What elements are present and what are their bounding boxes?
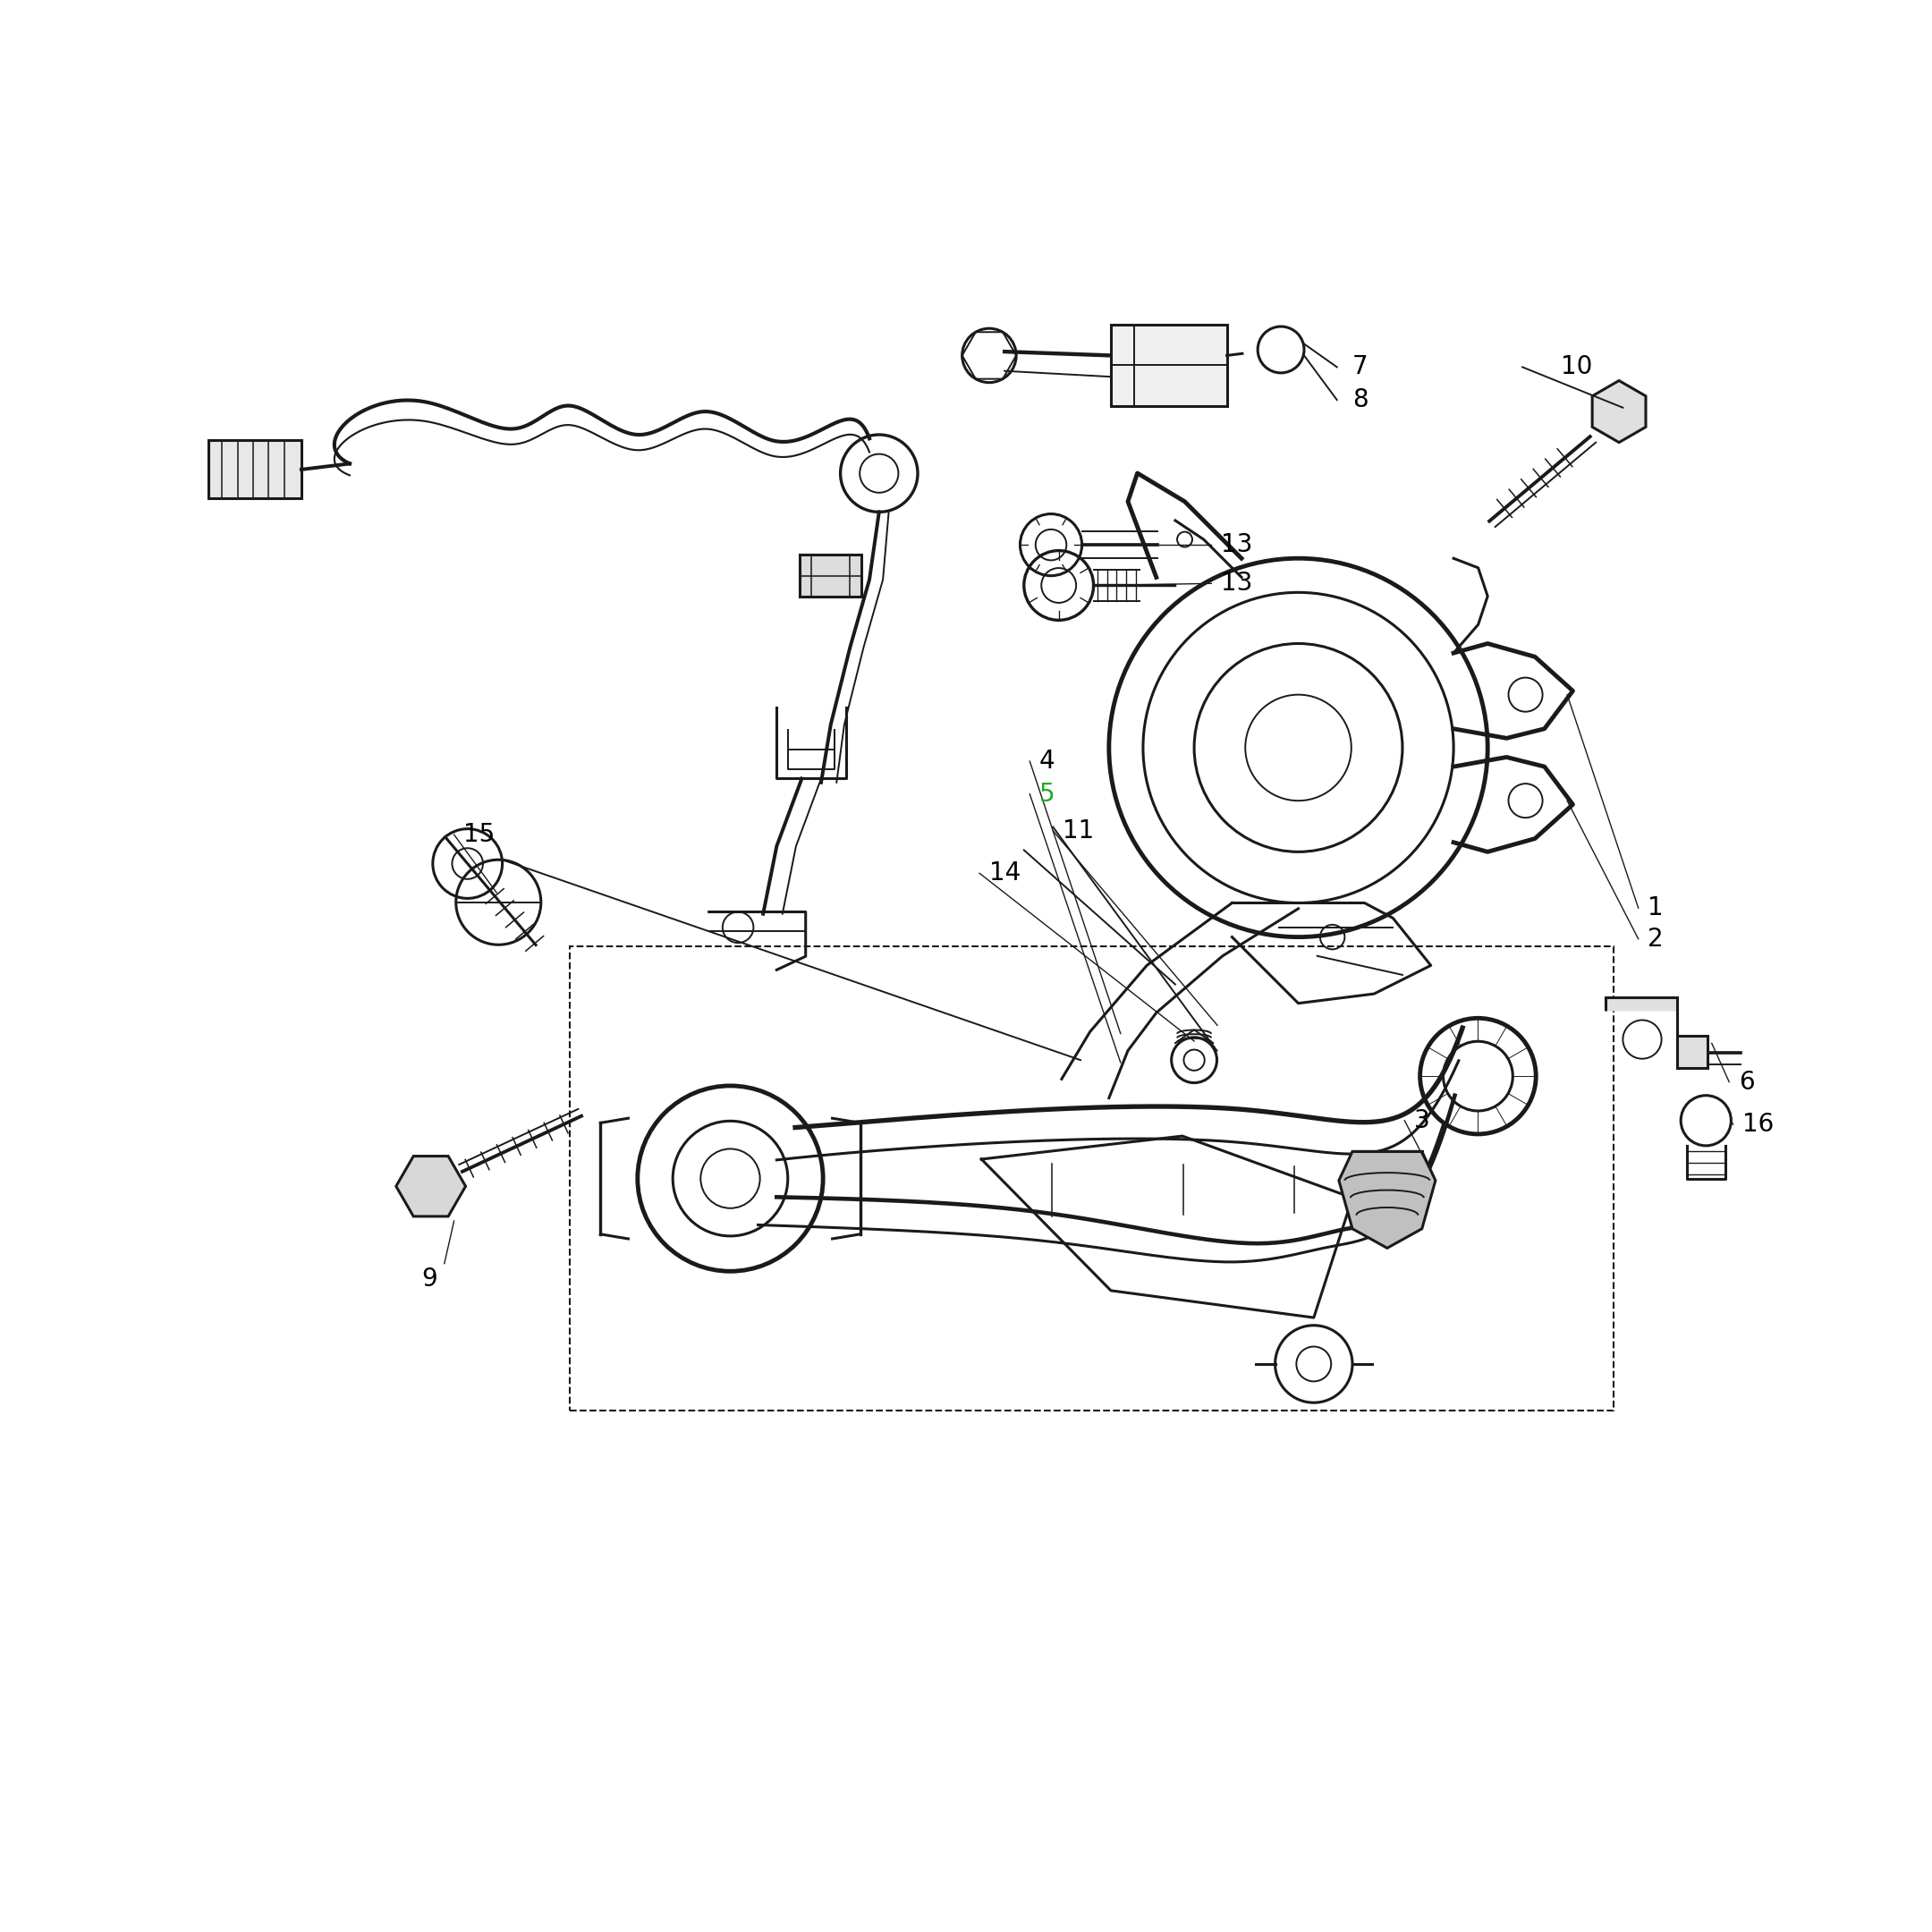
Bar bbox=[1111, 325, 1227, 406]
Polygon shape bbox=[1605, 997, 1708, 1068]
Polygon shape bbox=[1339, 1151, 1435, 1248]
Bar bbox=[570, 947, 1613, 1410]
Text: 5: 5 bbox=[1039, 782, 1055, 806]
Text: 2: 2 bbox=[1648, 927, 1663, 951]
Text: 3: 3 bbox=[1414, 1109, 1430, 1132]
Text: 6: 6 bbox=[1739, 1070, 1754, 1094]
Polygon shape bbox=[1592, 381, 1646, 442]
Text: 16: 16 bbox=[1743, 1113, 1774, 1136]
Bar bbox=[800, 554, 862, 597]
Text: 4: 4 bbox=[1039, 750, 1055, 773]
Text: 15: 15 bbox=[464, 823, 495, 846]
Text: 1: 1 bbox=[1648, 896, 1663, 920]
Text: 9: 9 bbox=[421, 1267, 437, 1291]
Text: 14: 14 bbox=[989, 862, 1020, 885]
Text: 13: 13 bbox=[1221, 572, 1252, 595]
Text: 7: 7 bbox=[1352, 355, 1368, 379]
Text: 10: 10 bbox=[1561, 355, 1592, 379]
Text: 11: 11 bbox=[1063, 819, 1094, 842]
Text: 8: 8 bbox=[1352, 388, 1368, 412]
Text: 13: 13 bbox=[1221, 533, 1252, 556]
FancyBboxPatch shape bbox=[209, 440, 301, 498]
Polygon shape bbox=[396, 1155, 466, 1217]
